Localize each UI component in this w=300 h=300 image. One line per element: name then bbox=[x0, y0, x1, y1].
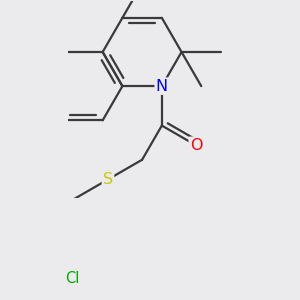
Text: Cl: Cl bbox=[65, 271, 80, 286]
Text: S: S bbox=[103, 172, 113, 187]
Text: O: O bbox=[190, 138, 202, 153]
Text: N: N bbox=[156, 79, 168, 94]
